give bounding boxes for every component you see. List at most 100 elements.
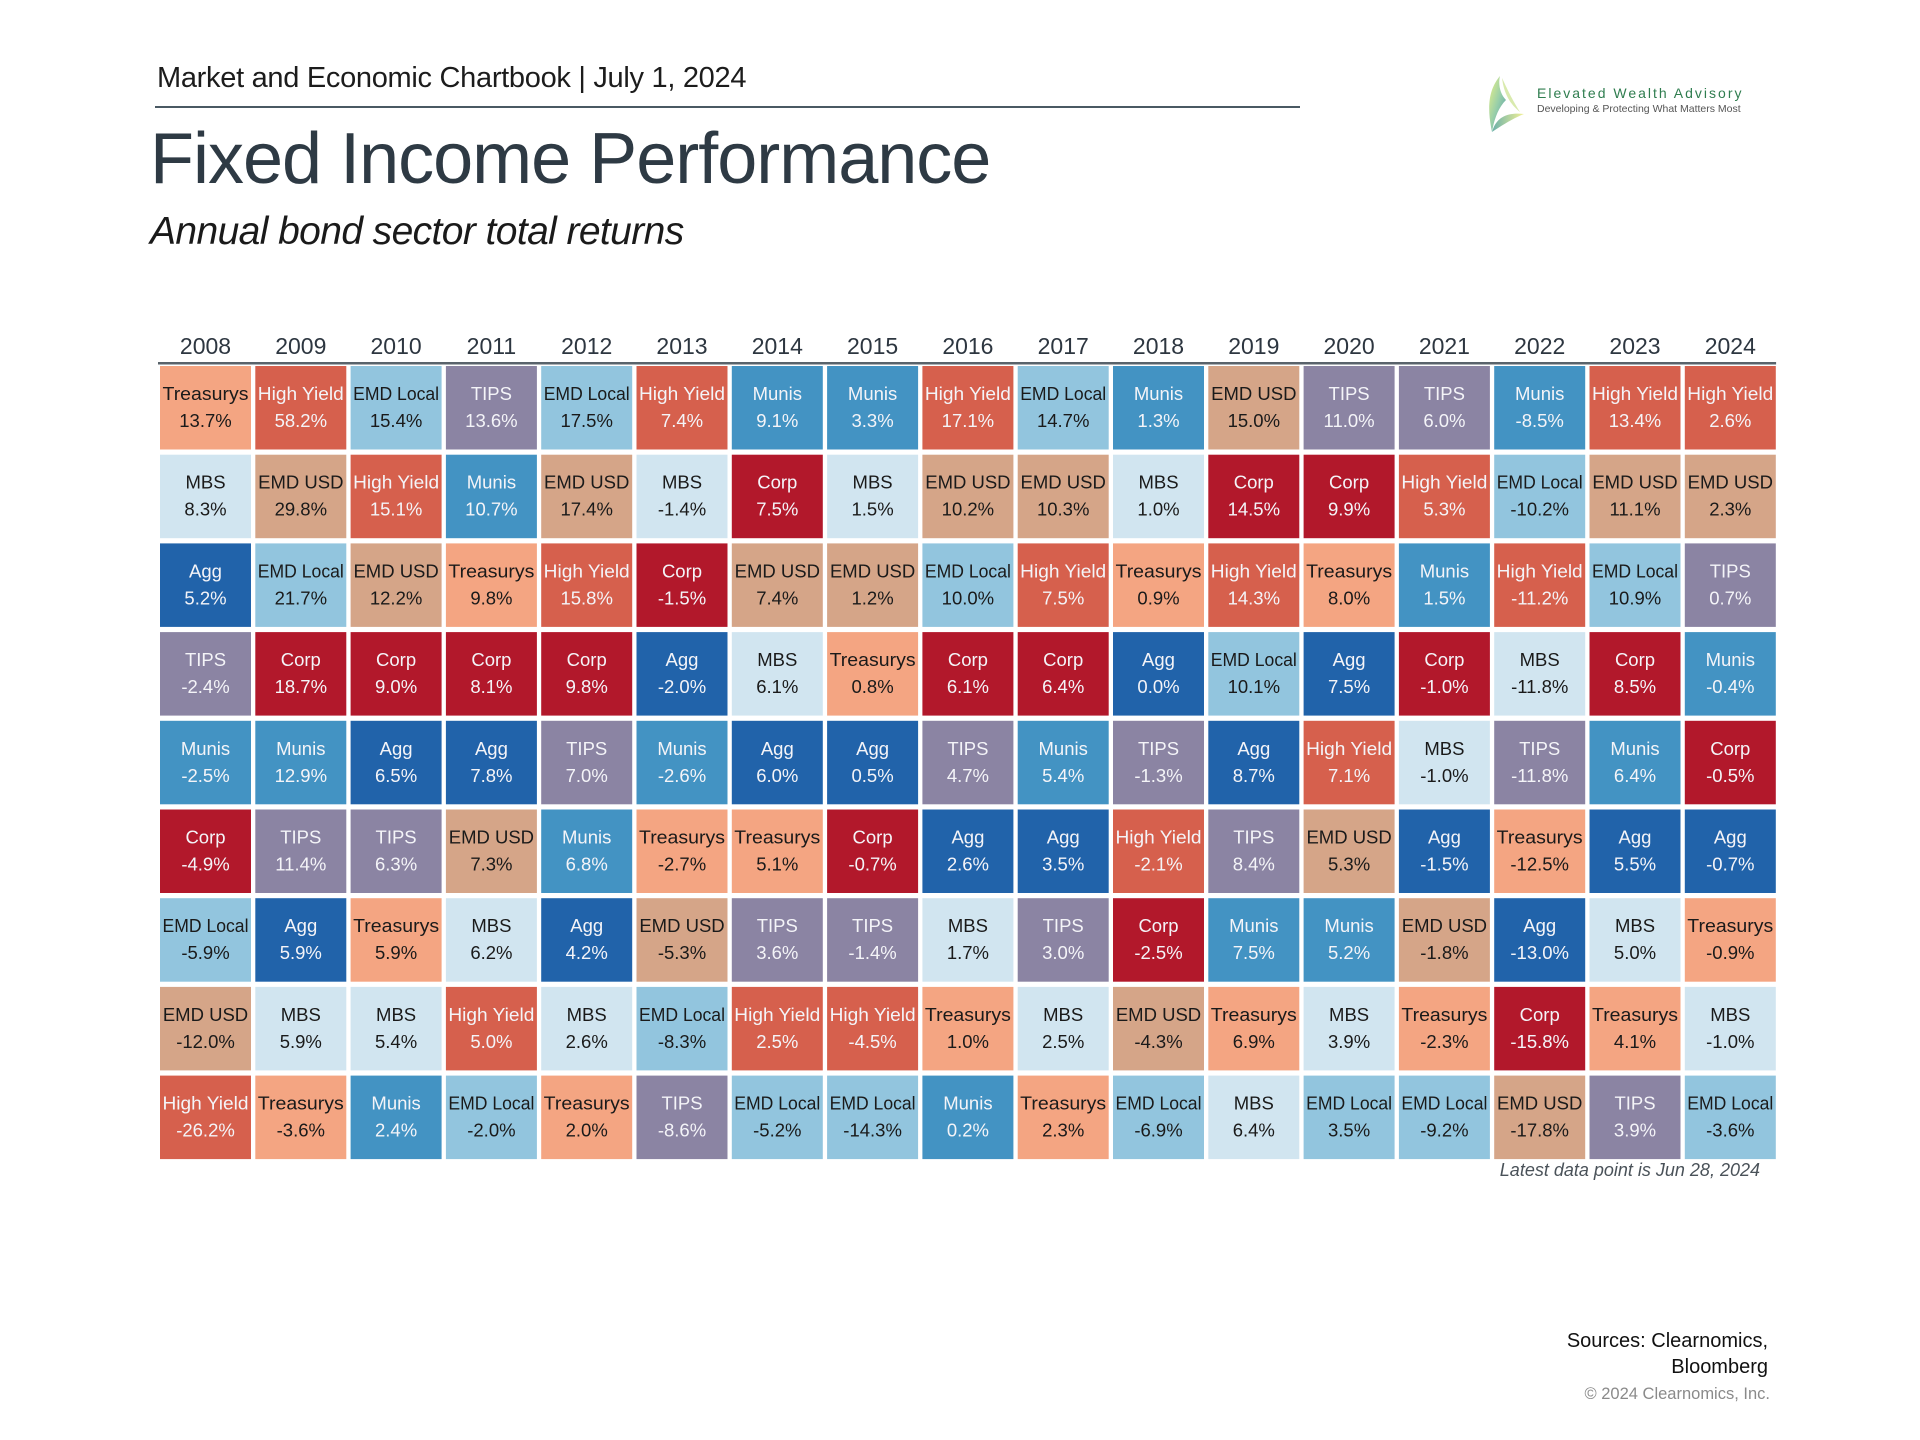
sector-name: EMD Local xyxy=(1401,1093,1487,1114)
sector-return: 3.5% xyxy=(1328,1120,1370,1141)
sector-return: 8.1% xyxy=(470,676,512,697)
sector-cell-fill xyxy=(255,366,347,450)
sector-return: 1.0% xyxy=(947,1031,989,1052)
sector-return: -2.7% xyxy=(658,854,706,875)
sector-return: 6.3% xyxy=(375,854,417,875)
company-logo: Elevated Wealth Advisory Developing & Pr… xyxy=(1484,74,1764,134)
sector-cell: Treasurys 0.8% xyxy=(827,632,919,716)
sector-return: 6.5% xyxy=(375,765,417,786)
sector-cell-fill xyxy=(1494,366,1586,450)
sector-name: TIPS xyxy=(280,827,321,848)
sector-cell-fill xyxy=(922,1075,1014,1160)
sector-return: -2.0% xyxy=(467,1120,515,1141)
sector-return: 10.0% xyxy=(942,587,994,608)
sector-cell: TIPS 6.0% xyxy=(1398,366,1490,450)
sector-return: 2.5% xyxy=(1042,1031,1084,1052)
sector-cell-fill xyxy=(1017,543,1109,627)
year-label: 2013 xyxy=(656,333,707,359)
sector-name: TIPS xyxy=(661,1093,702,1114)
sector-name: Corp xyxy=(1329,472,1369,493)
sector-cell-fill xyxy=(1398,898,1490,982)
sector-cell-fill xyxy=(160,543,251,627)
sector-cell-fill xyxy=(1494,632,1586,716)
sector-cell-fill xyxy=(922,986,1014,1071)
year-label: 2020 xyxy=(1324,333,1375,359)
sector-return: -5.9% xyxy=(181,942,229,963)
sector-cell-fill xyxy=(1684,366,1776,450)
sector-cell-fill xyxy=(1303,986,1395,1071)
sector-cell: EMD USD 12.2% xyxy=(350,543,442,627)
sector-cell: Agg -13.0% xyxy=(1494,898,1586,982)
sector-return: 9.8% xyxy=(566,676,608,697)
sector-cell: Treasurys -3.6% xyxy=(255,1075,347,1160)
sector-cell-fill xyxy=(350,898,442,982)
sector-cell-fill xyxy=(1589,632,1681,716)
sector-name: EMD USD xyxy=(1592,472,1677,493)
sector-name: EMD USD xyxy=(735,560,820,581)
sector-name: Munis xyxy=(1134,383,1183,404)
sector-name: Treasurys xyxy=(1497,827,1583,848)
sector-cell: Munis 5.2% xyxy=(1303,898,1395,982)
sector-cell-fill xyxy=(827,366,919,450)
sector-return: 6.9% xyxy=(1233,1031,1275,1052)
sector-return: 2.6% xyxy=(947,854,989,875)
sector-cell-fill xyxy=(1398,809,1490,893)
sector-cell: MBS 6.2% xyxy=(445,898,537,982)
year-label: 2010 xyxy=(371,333,422,359)
sector-cell-fill xyxy=(731,454,823,539)
sector-name: Agg xyxy=(475,738,508,759)
sector-name: Agg xyxy=(1047,827,1080,848)
sector-return: 15.1% xyxy=(370,499,422,520)
sector-cell-fill xyxy=(1017,632,1109,716)
sector-cell-fill xyxy=(1494,1075,1586,1160)
sector-cell: MBS 5.0% xyxy=(1589,898,1681,982)
sector-cell: MBS -1.0% xyxy=(1398,720,1490,805)
sector-cell-fill xyxy=(1398,632,1490,716)
sector-name: High Yield xyxy=(448,1004,534,1025)
sector-cell-fill xyxy=(1684,543,1776,627)
sector-name: EMD USD xyxy=(1497,1093,1582,1114)
sector-name: Agg xyxy=(1714,827,1747,848)
sector-cell-fill xyxy=(1684,1075,1776,1160)
sector-cell-fill xyxy=(445,898,537,982)
sector-name: MBS xyxy=(1043,1004,1083,1025)
sector-name: TIPS xyxy=(376,827,417,848)
sector-name: Treasurys xyxy=(258,1093,344,1114)
sector-cell: MBS 6.1% xyxy=(731,632,823,716)
sector-cell-fill xyxy=(1494,454,1586,539)
sector-name: EMD Local xyxy=(163,915,249,936)
sector-cell-fill xyxy=(827,632,919,716)
sector-return: 15.8% xyxy=(560,587,612,608)
sector-cell: Agg 7.8% xyxy=(445,720,537,805)
sector-cell: Munis -2.5% xyxy=(160,720,251,805)
sector-return: -1.3% xyxy=(1134,765,1182,786)
sector-cell-fill xyxy=(922,366,1014,450)
sector-cell-fill xyxy=(1494,898,1586,982)
sector-cell-fill xyxy=(1113,366,1204,450)
sector-return: 17.4% xyxy=(560,499,612,520)
sector-cell: Corp 14.5% xyxy=(1208,454,1300,539)
sector-return: 3.9% xyxy=(1328,1031,1370,1052)
sector-cell-fill xyxy=(922,720,1014,805)
sector-cell: Munis 0.2% xyxy=(922,1075,1014,1160)
sector-name: High Yield xyxy=(258,383,344,404)
sector-cell: High Yield 7.5% xyxy=(1017,543,1109,627)
sector-cell-fill xyxy=(1113,632,1204,716)
sector-name: Treasurys xyxy=(353,915,439,936)
sector-name: TIPS xyxy=(1710,560,1751,581)
sector-cell: EMD Local -6.9% xyxy=(1113,1075,1204,1160)
year-label: 2016 xyxy=(942,333,993,359)
sector-name: MBS xyxy=(281,1004,321,1025)
sector-cell: Treasurys -0.9% xyxy=(1684,898,1776,982)
sector-name: EMD USD xyxy=(449,827,534,848)
sector-name: MBS xyxy=(662,472,702,493)
sector-cell: TIPS 6.3% xyxy=(350,809,442,893)
sector-return: 11.4% xyxy=(275,854,326,875)
sector-name: Munis xyxy=(467,472,516,493)
sector-return: 6.0% xyxy=(1423,410,1465,431)
sector-cell-fill xyxy=(541,632,633,716)
sector-cell-fill xyxy=(445,632,537,716)
sector-cell: EMD USD -5.3% xyxy=(636,898,728,982)
sector-cell: TIPS 7.0% xyxy=(541,720,633,805)
sector-cell: EMD USD 7.4% xyxy=(731,543,823,627)
